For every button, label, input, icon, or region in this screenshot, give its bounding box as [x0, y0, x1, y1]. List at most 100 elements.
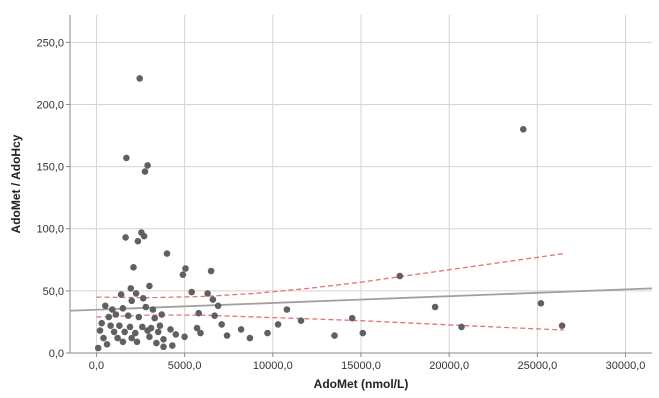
- data-point: [246, 334, 254, 342]
- data-point: [167, 326, 174, 333]
- data-point: [218, 321, 225, 328]
- data-point: [136, 75, 143, 82]
- data-point: [132, 329, 139, 337]
- data-point: [144, 162, 151, 169]
- ci-lower-line: [96, 314, 564, 331]
- data-point: [188, 288, 195, 296]
- y-axis-title: AdoMet / AdoHcy: [9, 134, 23, 233]
- y-tick-label: 0,0: [49, 348, 64, 360]
- data-point: [144, 327, 151, 334]
- data-points: [94, 75, 566, 352]
- x-tick-label: 20000,0: [429, 360, 469, 372]
- fit-line-group: [69, 287, 653, 312]
- data-point: [146, 282, 153, 290]
- data-point: [133, 338, 141, 346]
- data-point: [181, 333, 188, 341]
- data-point: [128, 334, 135, 342]
- x-tick-label: 15000,0: [341, 360, 381, 372]
- data-point: [151, 314, 158, 322]
- data-point: [156, 322, 164, 330]
- data-point: [146, 333, 153, 341]
- data-point: [283, 306, 291, 313]
- data-point: [153, 339, 160, 347]
- y-axis-ticks: 0,0 50,0 100,0 150,0 200,0 250,0: [36, 37, 70, 360]
- data-point: [520, 126, 527, 133]
- data-point: [160, 343, 167, 351]
- data-point: [110, 328, 118, 336]
- gridlines: [70, 15, 652, 354]
- data-point: [130, 264, 137, 271]
- data-point: [297, 317, 305, 325]
- data-point: [163, 250, 171, 257]
- x-tick-label: 0,0: [89, 360, 104, 372]
- data-point: [126, 323, 134, 331]
- data-point: [102, 302, 109, 310]
- data-point: [119, 305, 127, 312]
- data-point: [182, 265, 189, 272]
- data-point: [348, 314, 356, 322]
- data-point: [132, 290, 140, 297]
- data-point: [264, 329, 271, 337]
- data-point: [274, 321, 282, 328]
- x-tick-label: 25000,0: [517, 360, 557, 372]
- data-point: [223, 332, 231, 339]
- data-point: [154, 328, 162, 336]
- y-tick-label: 50,0: [43, 286, 64, 298]
- data-point: [193, 324, 201, 332]
- x-axis-ticks: 0,0 5000,0 10000,0 15000,0 20000,0 25000,0 300…: [89, 353, 646, 372]
- data-point: [558, 322, 566, 330]
- data-point: [119, 338, 127, 346]
- data-point: [139, 295, 147, 302]
- data-point: [172, 331, 180, 338]
- data-point: [179, 271, 187, 279]
- data-point: [128, 297, 135, 305]
- data-point: [116, 322, 123, 330]
- data-point: [109, 306, 116, 313]
- data-point: [140, 232, 148, 240]
- data-point: [117, 291, 125, 298]
- data-point: [197, 329, 204, 337]
- data-point: [127, 285, 135, 292]
- data-point: [123, 154, 130, 162]
- data-point: [107, 322, 114, 330]
- data-point: [331, 332, 338, 339]
- data-point: [134, 237, 142, 245]
- data-point: [149, 306, 157, 313]
- data-point: [112, 311, 120, 318]
- data-point: [537, 300, 545, 307]
- data-point: [158, 311, 165, 318]
- y-tick-label: 150,0: [36, 162, 64, 174]
- x-tick-label: 10000,0: [253, 360, 293, 372]
- data-point: [96, 327, 104, 334]
- data-point: [121, 328, 128, 336]
- data-point: [98, 319, 105, 327]
- data-point: [237, 326, 245, 333]
- y-tick-label: 200,0: [36, 99, 64, 111]
- x-axis-title: AdoMet (nmol/L): [314, 377, 409, 391]
- fit-line: [69, 287, 653, 312]
- data-point: [431, 303, 439, 311]
- data-point: [124, 312, 132, 320]
- data-point: [122, 234, 129, 241]
- data-point: [211, 312, 218, 320]
- data-point: [204, 290, 211, 297]
- data-point: [114, 334, 121, 342]
- data-point: [142, 303, 150, 311]
- x-tick-label: 5000,0: [168, 360, 202, 372]
- y-tick-label: 100,0: [36, 224, 64, 236]
- data-point: [141, 168, 149, 175]
- data-point: [214, 302, 222, 310]
- data-point: [396, 272, 404, 280]
- data-point: [458, 323, 465, 331]
- data-point: [94, 344, 102, 352]
- y-tick-label: 250,0: [36, 37, 64, 49]
- data-point: [139, 323, 146, 331]
- data-point: [207, 267, 215, 275]
- data-point: [103, 341, 111, 348]
- data-point: [105, 313, 113, 321]
- x-tick-label: 30000,0: [606, 360, 646, 372]
- data-point: [160, 336, 167, 343]
- data-point: [100, 334, 107, 342]
- data-point: [209, 296, 217, 303]
